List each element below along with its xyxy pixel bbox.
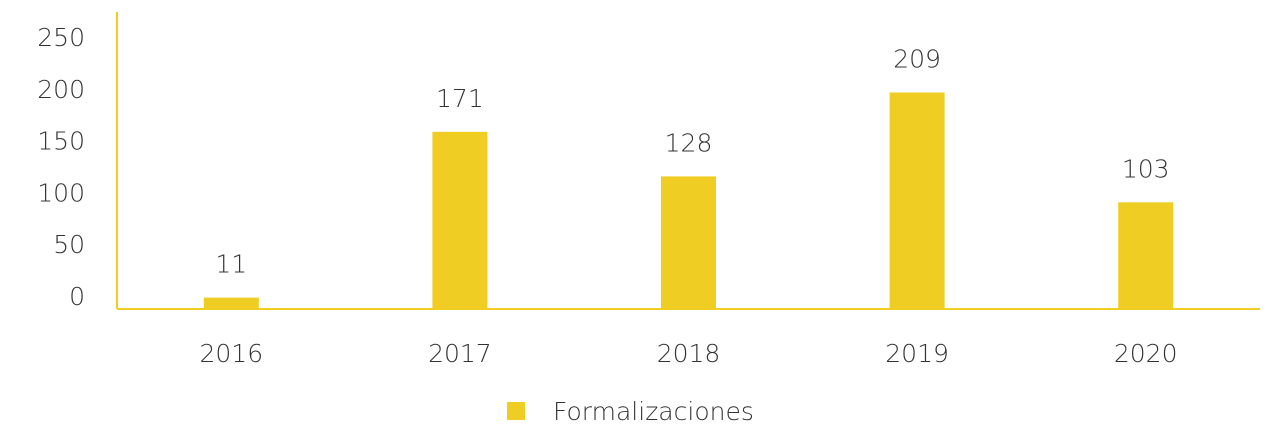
x-tick-label: 2018: [657, 339, 721, 368]
x-tick-label: 2020: [1114, 339, 1178, 368]
bar: [203, 297, 259, 309]
legend-swatch: [507, 402, 525, 420]
x-tick-label: 2017: [428, 339, 492, 368]
legend-label: Formalizaciones: [553, 397, 754, 426]
y-tick-label: 50: [53, 230, 85, 259]
bar: [432, 131, 488, 309]
data-label: 11: [215, 250, 247, 279]
x-tick-label: 2019: [885, 339, 949, 368]
y-tick-label: 150: [37, 127, 85, 156]
data-label: 209: [893, 44, 941, 73]
data-label: 171: [436, 84, 484, 113]
data-label: 128: [665, 128, 713, 157]
bar: [1118, 202, 1174, 309]
y-tick-label: 200: [37, 75, 85, 104]
x-tick-label: 2016: [199, 339, 263, 368]
y-tick-label: 250: [37, 23, 85, 52]
bar: [889, 92, 945, 309]
y-tick-label: 0: [69, 282, 85, 311]
bar: [661, 176, 716, 309]
data-label: 103: [1122, 154, 1170, 183]
y-tick-label: 100: [37, 178, 85, 207]
